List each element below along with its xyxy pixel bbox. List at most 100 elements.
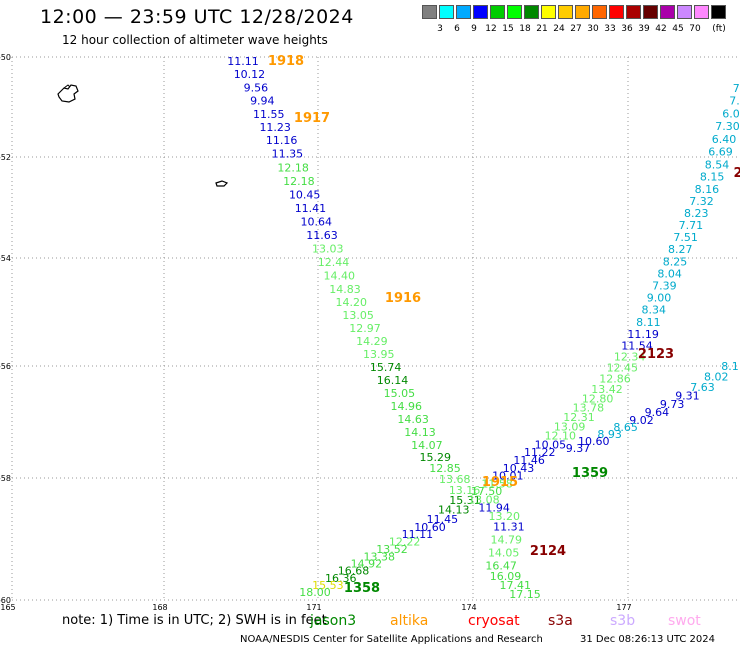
pass-id-label: 1917	[294, 111, 330, 126]
swh-value: 9.31	[675, 390, 700, 403]
legend-label: 70	[689, 24, 701, 34]
swh-value: 13.05	[342, 309, 374, 322]
swh-value: 12.10	[545, 430, 577, 443]
swh-value: 14.07	[411, 439, 443, 452]
swh-value: 12.86	[599, 373, 631, 386]
swh-value: 13.16	[449, 484, 481, 497]
satellite-label: jason3	[310, 613, 357, 629]
satellite-label: altika	[390, 613, 429, 629]
swh-value: 13.20	[488, 510, 520, 523]
swh-value: 9.37	[566, 442, 591, 455]
swh-value: 8.65	[613, 421, 638, 434]
swh-value: 12.22	[389, 536, 421, 549]
satellite-label: swot	[668, 613, 701, 629]
swh-value: 8.25	[663, 255, 688, 268]
pass-id-label: 1358	[344, 581, 380, 596]
islands	[57, 84, 229, 187]
lat-label: -54	[0, 254, 11, 263]
swh-value: 13.09	[554, 420, 586, 433]
legend-label: 15	[502, 24, 514, 34]
swh-value: 10.64	[300, 215, 332, 228]
swh-value: 12.80	[582, 392, 614, 405]
swh-value: 11.11	[402, 528, 434, 541]
legend-swatch	[677, 5, 692, 19]
legend-label: 12	[485, 24, 497, 34]
lat-label: -50	[0, 53, 11, 62]
lat-label: -52	[0, 153, 11, 162]
lon-label: 171	[306, 603, 321, 612]
legend-swatch	[694, 5, 709, 19]
credit-line: NOAA/NESDIS Center for Satellite Applica…	[240, 634, 543, 645]
swh-value: 8.11	[636, 316, 661, 329]
legend-label: 42	[655, 24, 667, 34]
swh-value: 10.60	[578, 435, 610, 448]
swh-value: 11.54	[621, 340, 653, 353]
swh-value: 13.68	[439, 473, 471, 486]
swh-value: 10.12	[234, 68, 266, 81]
swh-value: 11.94	[478, 502, 510, 515]
lon-label: 174	[461, 603, 476, 612]
legend-swatch	[609, 5, 624, 19]
legend-label: 24	[553, 24, 565, 34]
legend-swatch	[626, 5, 641, 19]
island	[215, 180, 229, 187]
swh-value: 11.22	[524, 446, 556, 459]
swh-value: 8.23	[684, 207, 709, 220]
legend-swatch	[541, 5, 556, 19]
swh-value: 8.93	[597, 428, 622, 441]
swh-value: 7.32	[689, 195, 714, 208]
swh-value: 6.40	[712, 133, 737, 146]
swh-value: 13.03	[312, 242, 344, 255]
map-subtitle: 12 hour collection of altimeter wave hei…	[62, 33, 328, 47]
swh-value: 12.85	[429, 462, 461, 475]
swh-value: 15.29	[420, 451, 452, 464]
swh-value: 12.18	[277, 161, 309, 174]
legend-label: 33	[604, 24, 616, 34]
swh-value: 15.31	[449, 494, 481, 507]
swh-value: 12.44	[318, 256, 350, 269]
legend-label: 39	[638, 24, 650, 34]
lat-label: -56	[0, 362, 11, 371]
swh-value: 9.00	[647, 292, 672, 305]
swh-value: 8.02	[704, 371, 729, 384]
island	[63, 84, 71, 89]
legend-label: 18	[519, 24, 531, 34]
swh-value: 11.45	[427, 513, 459, 526]
legend-swatch	[456, 5, 471, 19]
footnote: note: 1) Time is in UTC; 2) SWH is in fe…	[62, 613, 327, 628]
swh-value: 14.40	[323, 269, 355, 282]
legend-swatch	[507, 5, 522, 19]
pass-labels: 1918 1917 1916 1915 2123 2124 1359 1358 2	[268, 54, 740, 596]
swh-value: 8.27	[668, 243, 693, 256]
swh-value: 12.18	[283, 175, 315, 188]
lat-label: -58	[0, 474, 11, 483]
swh-value: 11.35	[272, 148, 304, 161]
swh-value: 15.05	[384, 387, 416, 400]
swh-value: 7.	[733, 82, 740, 95]
swh-value: 8.54	[705, 158, 730, 171]
swh-value: 10.43	[503, 462, 535, 475]
swh-value: 10.45	[289, 188, 321, 201]
swh-value: 11.55	[253, 108, 285, 121]
swh-value: 11.11	[227, 55, 259, 68]
satellite-label: s3b	[610, 613, 636, 629]
swh-value: 8.04	[657, 267, 682, 280]
swh-value: 11.58	[481, 477, 513, 490]
swh-value: 17.41	[500, 579, 532, 592]
swh-value: 12.31	[563, 411, 595, 424]
swh-value: 11.16	[266, 134, 298, 147]
legend-swatch	[490, 5, 505, 19]
swh-value: 11.41	[295, 202, 327, 215]
legend-swatch	[660, 5, 675, 19]
swh-value: 9.02	[629, 414, 654, 427]
swh-value: 13.78	[573, 402, 605, 415]
map-grid	[11, 56, 740, 601]
lon-label: 177	[616, 603, 631, 612]
legend-swatch	[592, 5, 607, 19]
legend-swatch	[422, 5, 437, 19]
swh-value: 7.	[729, 95, 740, 108]
legend-swatch	[643, 5, 658, 19]
map-title: 12:00 — 23:59 UTC 12/28/2024	[40, 6, 354, 28]
swh-value: 6.69	[708, 146, 733, 159]
swh-value: 7.51	[673, 231, 698, 244]
